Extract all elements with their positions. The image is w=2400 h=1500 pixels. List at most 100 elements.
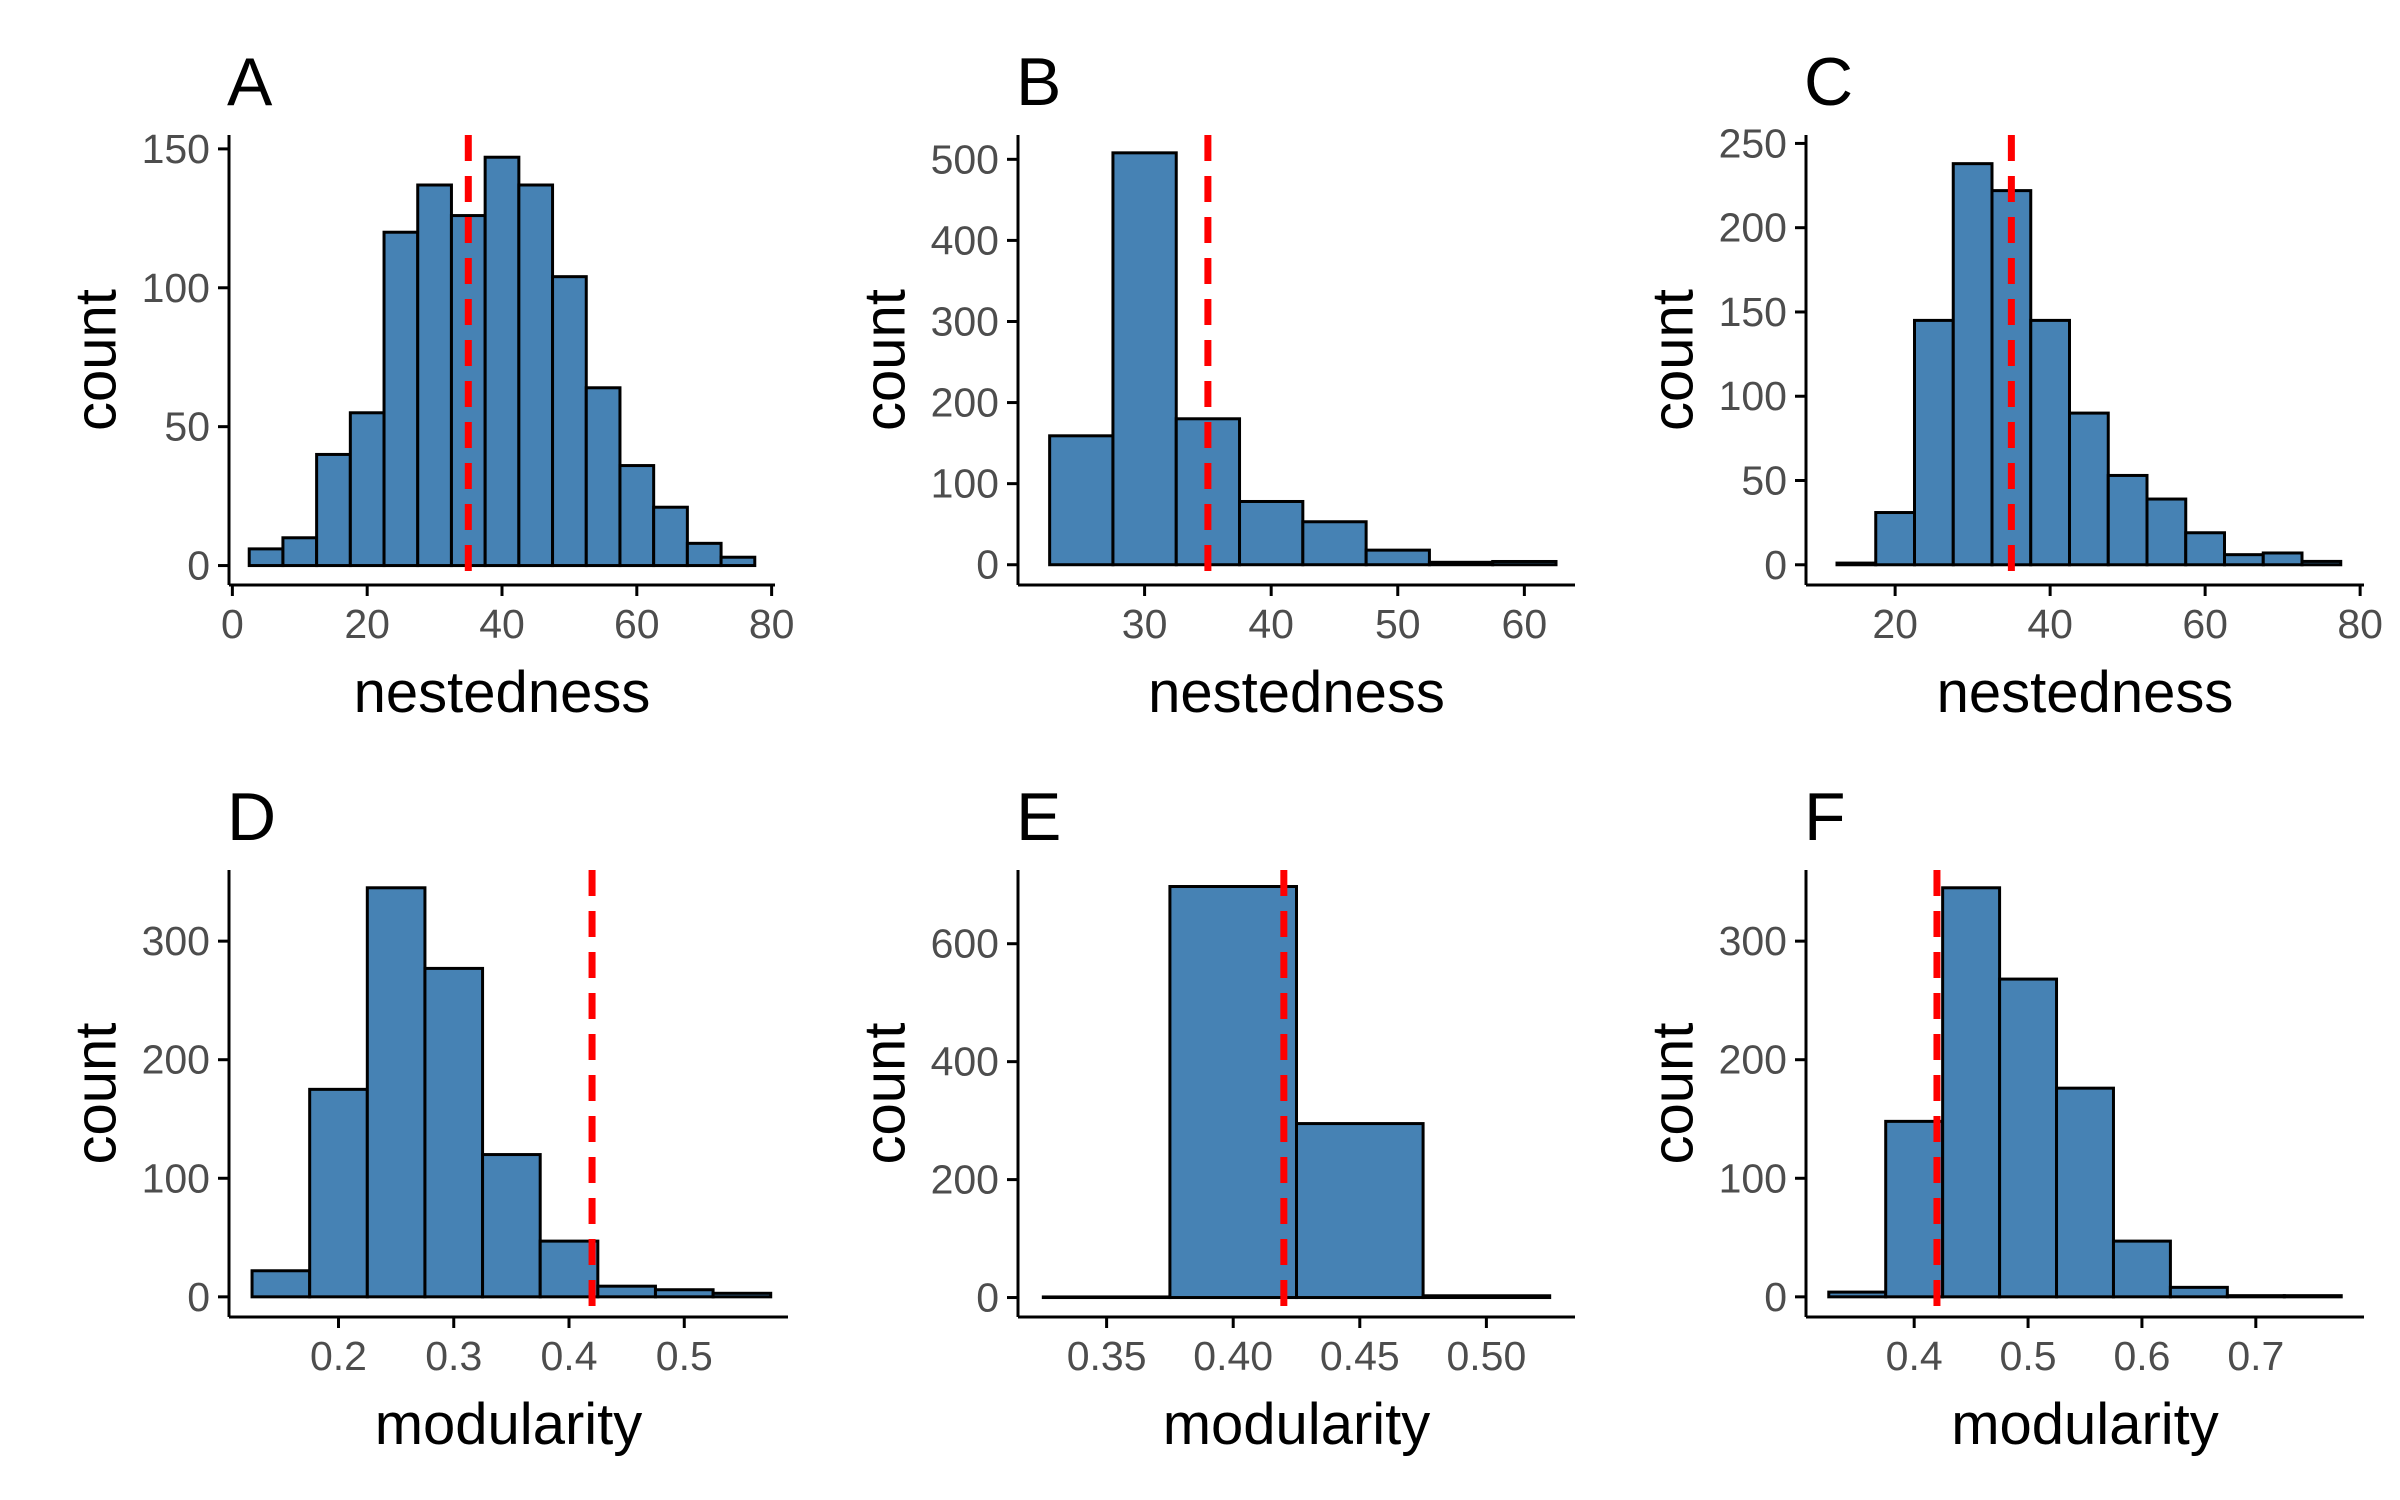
- histogram-bar: [1835, 561, 1878, 567]
- x-tick-label: 30: [1122, 601, 1168, 647]
- panel-label: E: [1016, 779, 1061, 855]
- histogram-bar: [1364, 548, 1431, 567]
- histogram-bar: [538, 1239, 600, 1299]
- x-tick-label: 20: [1872, 601, 1918, 647]
- y-axis-title: count: [64, 289, 129, 431]
- histogram-bar: [2225, 1294, 2286, 1299]
- histogram-bar: [247, 547, 285, 568]
- y-axis-title: count: [1641, 1023, 1706, 1165]
- panel-label: B: [1016, 44, 1061, 120]
- y-axis-title: count: [853, 289, 918, 431]
- x-tick-label: 0: [221, 601, 244, 647]
- y-tick-label: 0: [976, 542, 999, 588]
- histogram-bar: [551, 275, 588, 568]
- histogram-bar: [308, 1087, 369, 1299]
- x-tick-label: 80: [749, 601, 795, 647]
- x-tick-label: 0.40: [1193, 1333, 1273, 1379]
- x-tick-label: 0.6: [2113, 1333, 2170, 1379]
- histogram-bar: [1168, 885, 1298, 1300]
- x-axis-title: modularity: [1163, 1392, 1431, 1457]
- histogram-bar: [685, 541, 723, 568]
- y-tick-label: 200: [1719, 205, 1787, 251]
- histogram-bar: [1421, 1294, 1552, 1300]
- histogram-bar: [2055, 1086, 2115, 1299]
- x-tick-label: 60: [2182, 601, 2228, 647]
- panel-label: C: [1804, 44, 1853, 120]
- x-tick-label: 0.5: [2000, 1333, 2057, 1379]
- y-tick-label: 0: [187, 543, 210, 589]
- histogram-bar: [348, 411, 386, 568]
- y-tick-label: 300: [1719, 918, 1787, 964]
- histogram-bar: [1913, 318, 1955, 567]
- histogram-bar: [596, 1284, 657, 1299]
- histogram-bar: [315, 452, 352, 568]
- y-tick-label: 0: [187, 1274, 210, 1320]
- panel-label: F: [1804, 779, 1846, 855]
- histogram-bar: [618, 464, 656, 568]
- histogram-bar: [416, 183, 453, 568]
- histogram-bar: [1491, 559, 1558, 567]
- histogram-bar: [1874, 511, 1916, 567]
- x-tick-label: 0.5: [656, 1333, 713, 1379]
- x-tick-label: 0.2: [310, 1333, 367, 1379]
- histogram-bar: [1827, 1290, 1888, 1299]
- y-tick-label: 150: [142, 126, 210, 172]
- x-tick-label: 0.3: [425, 1333, 482, 1379]
- histogram-bar: [281, 536, 319, 568]
- y-tick-label: 200: [931, 1157, 999, 1203]
- histogram-bar: [517, 183, 555, 568]
- x-tick-label: 40: [2027, 601, 2073, 647]
- x-tick-label: 0.7: [2227, 1333, 2284, 1379]
- histogram-bar: [1238, 499, 1305, 567]
- panel-d: 0.2 0.3 0.4 0.5 0 100 200 300 modularity count D: [64, 779, 788, 1457]
- histogram-bar: [423, 966, 485, 1299]
- y-tick-label: 250: [1719, 120, 1787, 166]
- y-tick-label: 50: [1741, 458, 1787, 504]
- y-axis-title: count: [853, 1023, 918, 1165]
- histogram-bar: [1427, 560, 1495, 567]
- y-tick-label: 100: [931, 461, 999, 507]
- x-tick-label: 60: [614, 601, 660, 647]
- histogram-bar: [483, 155, 521, 568]
- y-tick-label: 0: [1764, 542, 1787, 588]
- panel-b: 30 40 50 60 0 100 200 300 400 500 nestedness count B: [853, 44, 1575, 725]
- y-axis-title: count: [64, 1023, 129, 1165]
- y-tick-label: 150: [1719, 289, 1787, 335]
- y-tick-label: 100: [142, 265, 210, 311]
- histogram-bar: [2184, 531, 2226, 567]
- histogram-bar: [1111, 151, 1178, 567]
- y-tick-label: 100: [142, 1155, 210, 1201]
- y-tick-label: 200: [1719, 1037, 1787, 1083]
- x-tick-label: 20: [344, 601, 390, 647]
- histogram-bar: [1998, 977, 2059, 1299]
- x-axis-title: nestedness: [1937, 660, 2234, 725]
- histogram-bar: [1048, 434, 1115, 567]
- x-tick-label: 80: [2337, 601, 2383, 647]
- histogram-bar: [2300, 559, 2343, 567]
- panel-f: 0.4 0.5 0.6 0.7 0 100 200 300 modularity count F: [1641, 779, 2364, 1457]
- y-tick-label: 500: [931, 136, 999, 182]
- histogram-bar: [2282, 1294, 2343, 1299]
- y-tick-label: 100: [1719, 373, 1787, 419]
- x-tick-label: 0.4: [1886, 1333, 1943, 1379]
- y-tick-label: 0: [976, 1275, 999, 1321]
- histogram-bar: [2029, 318, 2071, 567]
- histogram-bar: [2106, 473, 2149, 567]
- x-axis-title: nestedness: [1148, 660, 1445, 725]
- histogram-bar: [2068, 411, 2110, 567]
- x-axis-title: modularity: [375, 1392, 643, 1457]
- histogram-bar: [584, 386, 622, 568]
- histogram-bar: [1295, 1122, 1425, 1300]
- y-tick-label: 600: [931, 921, 999, 967]
- x-tick-label: 0.50: [1446, 1333, 1526, 1379]
- histogram-bar: [1301, 520, 1368, 567]
- y-tick-label: 50: [164, 404, 210, 450]
- histogram-bar: [653, 1288, 715, 1299]
- histogram-bar: [1041, 1295, 1172, 1300]
- y-tick-label: 100: [1719, 1155, 1787, 1201]
- x-axis-title: modularity: [1951, 1392, 2219, 1457]
- x-axis-title: nestedness: [354, 660, 651, 725]
- histogram-bar: [652, 505, 689, 568]
- panel-label: A: [227, 44, 273, 120]
